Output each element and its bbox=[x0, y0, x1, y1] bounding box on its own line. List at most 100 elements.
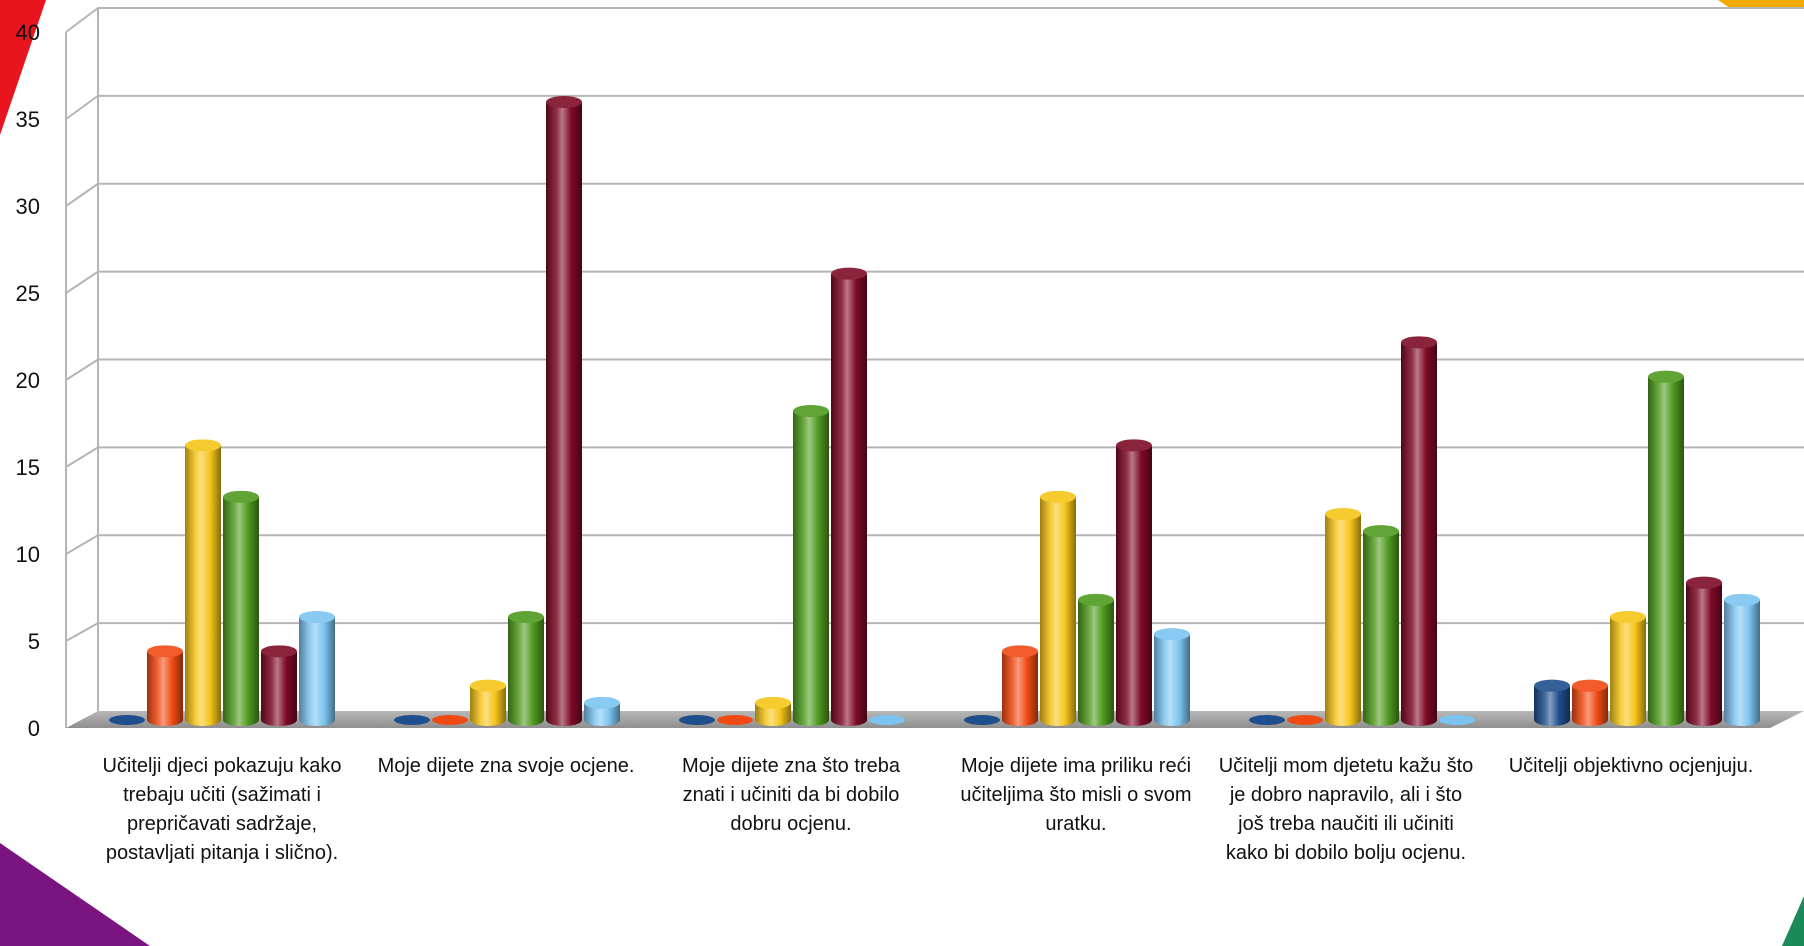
x-category-label: Učitelji mom djetetu kažu što je dobro n… bbox=[1218, 755, 1474, 864]
bar-body bbox=[1648, 376, 1684, 726]
bar bbox=[394, 715, 430, 725]
bar-body bbox=[1040, 496, 1076, 726]
corner-decor-bottom-left bbox=[0, 843, 150, 946]
bar bbox=[147, 645, 183, 726]
bar-cap bbox=[147, 645, 183, 658]
bar bbox=[470, 679, 506, 726]
y-axis-ticks: 0 5 10 15 20 25 30 35 40 bbox=[16, 20, 40, 741]
bar-cap bbox=[1572, 679, 1608, 692]
bar-cap bbox=[1040, 490, 1076, 503]
bar-cap bbox=[299, 611, 335, 623]
bar-body bbox=[1724, 599, 1760, 726]
bar bbox=[1363, 525, 1399, 726]
gridline-side bbox=[65, 446, 99, 468]
bar bbox=[546, 96, 582, 726]
gridline-side bbox=[65, 95, 99, 120]
bar-cap-zero bbox=[1439, 715, 1475, 725]
bar-body bbox=[1686, 582, 1722, 726]
corner-decor-bottom-right bbox=[1782, 896, 1804, 946]
bar-cap bbox=[1401, 336, 1437, 349]
x-category-label: Učitelji objektivno ocjenjuju. bbox=[1508, 755, 1754, 777]
bar-cap-zero bbox=[717, 715, 753, 725]
bar bbox=[1724, 593, 1760, 726]
x-category-label: Moje dijete zna svoje ocjene. bbox=[377, 755, 635, 777]
bar bbox=[1078, 593, 1114, 726]
corner-decor-top-left bbox=[0, 0, 46, 135]
bar bbox=[869, 715, 905, 725]
bar-body bbox=[755, 702, 791, 726]
y-tick-label: 15 bbox=[16, 455, 40, 480]
bar-cap bbox=[546, 96, 582, 108]
bar bbox=[223, 490, 259, 726]
bar-body bbox=[185, 445, 221, 726]
bar-cap-zero bbox=[394, 715, 430, 725]
bar-cap bbox=[470, 679, 506, 692]
bar bbox=[432, 715, 468, 725]
bars bbox=[109, 96, 1760, 726]
bar bbox=[679, 715, 715, 725]
x-category-label: Učitelji djeci pokazuju kako trebaju uči… bbox=[102, 755, 342, 864]
bar bbox=[1401, 336, 1437, 726]
bar-cap bbox=[1724, 593, 1760, 606]
bar bbox=[831, 267, 867, 726]
bar bbox=[793, 405, 829, 726]
bar bbox=[1572, 679, 1608, 726]
bar-cap bbox=[223, 490, 259, 503]
bar-cap bbox=[1002, 645, 1038, 658]
bar bbox=[1116, 439, 1152, 726]
bar-body bbox=[831, 273, 867, 726]
y-tick-label: 35 bbox=[16, 107, 40, 132]
gridlines bbox=[65, 7, 1804, 642]
bar-cap-zero bbox=[109, 715, 145, 725]
bar bbox=[299, 611, 335, 726]
bar bbox=[1040, 490, 1076, 726]
bar-body bbox=[1002, 651, 1038, 726]
bar-body bbox=[147, 651, 183, 726]
y-tick-label: 10 bbox=[16, 542, 40, 567]
bar-body bbox=[1534, 685, 1570, 726]
gridline-side bbox=[65, 358, 99, 381]
bar-cap bbox=[1648, 370, 1684, 383]
bar-body bbox=[546, 102, 582, 726]
bar-cap bbox=[793, 405, 829, 417]
bar-cap bbox=[1154, 628, 1190, 641]
bar bbox=[1439, 715, 1475, 725]
bar bbox=[1648, 370, 1684, 726]
bar bbox=[964, 715, 1000, 725]
bar-cap bbox=[185, 439, 221, 452]
bar-cap bbox=[584, 696, 620, 709]
bar bbox=[1534, 679, 1570, 726]
gridline-side bbox=[65, 622, 99, 642]
bar-cap bbox=[1116, 439, 1152, 452]
bar bbox=[109, 715, 145, 725]
bar bbox=[1686, 576, 1722, 726]
bar-body bbox=[1154, 634, 1190, 726]
bar bbox=[508, 611, 544, 726]
bar-body bbox=[1078, 599, 1114, 726]
bar-body bbox=[584, 702, 620, 726]
bar-cap-zero bbox=[1287, 715, 1323, 725]
bar bbox=[755, 696, 791, 726]
bar-body bbox=[1116, 445, 1152, 726]
y-tick-label: 5 bbox=[28, 629, 40, 654]
bar bbox=[1154, 628, 1190, 726]
bar-cap bbox=[1078, 593, 1114, 606]
bar-cap bbox=[831, 267, 867, 280]
bar-cap bbox=[1686, 576, 1722, 589]
bar bbox=[1287, 715, 1323, 725]
bar bbox=[261, 645, 297, 726]
x-category-label: Moje dijete zna što treba znati i učinit… bbox=[682, 755, 900, 835]
bar-cap bbox=[755, 696, 791, 709]
bar-cap bbox=[1610, 611, 1646, 623]
bar bbox=[185, 439, 221, 726]
bar-body bbox=[1572, 685, 1608, 726]
bar bbox=[717, 715, 753, 725]
bar-body bbox=[1325, 514, 1361, 726]
bar-cap bbox=[508, 611, 544, 623]
bar-body bbox=[223, 496, 259, 726]
y-tick-label: 30 bbox=[16, 194, 40, 219]
gridline-side bbox=[65, 7, 99, 33]
bar-cap-zero bbox=[869, 715, 905, 725]
x-category-label: Moje dijete ima priliku reći učiteljima … bbox=[960, 755, 1192, 835]
